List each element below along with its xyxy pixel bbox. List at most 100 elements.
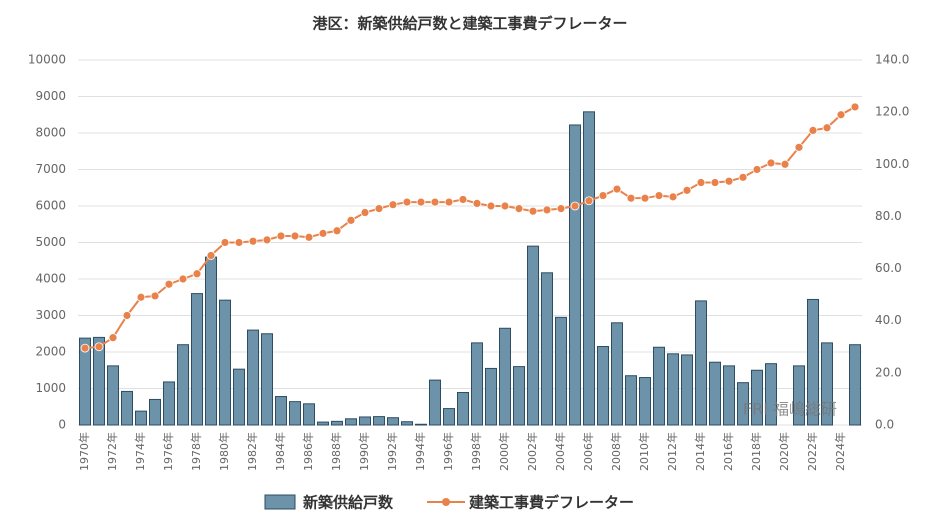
bar bbox=[485, 367, 497, 426]
line-marker bbox=[724, 176, 734, 186]
bar bbox=[541, 272, 553, 426]
y2-tick-label: 0.0 bbox=[875, 418, 894, 432]
bar bbox=[93, 336, 105, 426]
y2-tick-label: 140.0 bbox=[875, 53, 909, 67]
line-marker bbox=[402, 197, 412, 207]
bar bbox=[499, 327, 511, 426]
bar bbox=[219, 299, 231, 426]
line-marker bbox=[80, 343, 90, 353]
line-marker bbox=[794, 142, 804, 152]
x-tick-label: 1970年 bbox=[77, 432, 91, 471]
line-marker bbox=[654, 191, 664, 200]
line-marker bbox=[262, 235, 272, 245]
line-marker bbox=[318, 228, 328, 238]
bar bbox=[373, 416, 385, 426]
bar bbox=[261, 333, 273, 426]
line-marker bbox=[122, 311, 132, 320]
x-tick-label: 2014年 bbox=[693, 432, 707, 471]
bar bbox=[163, 381, 175, 426]
y-tick-label: 3000 bbox=[35, 308, 66, 322]
bar bbox=[443, 408, 455, 426]
bar bbox=[275, 396, 287, 426]
line-marker bbox=[136, 292, 146, 302]
y2-tick-label: 80.0 bbox=[875, 209, 902, 223]
x-tick-label: 2020年 bbox=[777, 432, 791, 471]
bar bbox=[695, 300, 707, 426]
line-marker bbox=[164, 279, 174, 289]
bar bbox=[289, 401, 301, 426]
line-marker bbox=[626, 193, 636, 203]
y-tick-label: 6000 bbox=[35, 199, 66, 213]
bar bbox=[611, 322, 623, 426]
bar bbox=[793, 365, 805, 426]
bar bbox=[345, 418, 357, 426]
bar bbox=[205, 256, 217, 426]
y2-tick-label: 20.0 bbox=[875, 365, 902, 379]
y-tick-label: 9000 bbox=[35, 89, 66, 103]
x-tick-label: 2016年 bbox=[721, 432, 735, 471]
line-marker bbox=[276, 231, 286, 241]
line-marker bbox=[500, 201, 510, 211]
line-marker bbox=[542, 205, 552, 215]
bar bbox=[709, 361, 721, 426]
line-marker bbox=[514, 204, 524, 214]
line-marker bbox=[584, 196, 594, 206]
line-marker bbox=[444, 197, 454, 207]
bar bbox=[849, 344, 861, 426]
bar bbox=[317, 421, 329, 426]
x-tick-label: 1992年 bbox=[385, 432, 399, 471]
line-marker bbox=[150, 291, 160, 301]
chart-title: 港区：新築供給戸数と建築工事費デフレーター bbox=[312, 15, 627, 33]
legend-label: 建築工事費デフレーター bbox=[469, 494, 634, 512]
bar bbox=[555, 316, 567, 426]
line-marker bbox=[696, 178, 706, 187]
line-marker bbox=[710, 178, 720, 187]
x-tick-label: 2004年 bbox=[553, 432, 567, 471]
y-tick-label: 10000 bbox=[28, 53, 66, 67]
line-marker bbox=[304, 232, 314, 242]
x-tick-label: 2000年 bbox=[497, 432, 511, 471]
bar bbox=[807, 298, 819, 426]
x-tick-label: 2010年 bbox=[637, 432, 651, 471]
bar bbox=[233, 368, 245, 426]
bar bbox=[569, 124, 581, 426]
bar bbox=[177, 344, 189, 426]
x-tick-label: 1988年 bbox=[329, 432, 343, 471]
x-tick-label: 1996年 bbox=[441, 432, 455, 471]
line-marker bbox=[668, 192, 678, 202]
legend-swatch bbox=[442, 498, 451, 506]
y-tick-label: 7000 bbox=[35, 162, 66, 176]
bar bbox=[513, 366, 525, 426]
line-marker bbox=[388, 200, 398, 210]
x-tick-label: 1994年 bbox=[413, 432, 427, 471]
line-marker bbox=[556, 204, 566, 214]
bar bbox=[429, 379, 441, 426]
line-marker bbox=[290, 231, 300, 241]
line-marker bbox=[416, 197, 426, 207]
x-tick-label: 2012年 bbox=[665, 432, 679, 471]
line-marker bbox=[570, 201, 580, 211]
x-tick-label: 1984年 bbox=[273, 432, 287, 471]
line-marker bbox=[640, 193, 650, 203]
line-marker bbox=[192, 269, 202, 279]
line-marker bbox=[346, 215, 356, 225]
bar bbox=[457, 392, 469, 426]
line-marker bbox=[598, 191, 608, 200]
bar bbox=[331, 420, 343, 426]
bar bbox=[527, 245, 539, 426]
line-marker bbox=[612, 184, 622, 194]
line-marker bbox=[94, 342, 104, 352]
legend-label: 新築供給戸数 bbox=[303, 494, 394, 512]
x-tick-label: 2018年 bbox=[749, 432, 763, 471]
bar bbox=[107, 365, 119, 426]
x-tick-label: 1976年 bbox=[161, 432, 175, 471]
y-tick-label: 1000 bbox=[35, 381, 66, 395]
bar bbox=[723, 365, 735, 426]
x-tick-label: 1998年 bbox=[469, 432, 483, 471]
x-tick-label: 1978年 bbox=[189, 432, 203, 471]
bar bbox=[471, 342, 483, 426]
y2-tick-label: 120.0 bbox=[875, 105, 909, 119]
bar bbox=[135, 410, 147, 426]
y-tick-label: 2000 bbox=[35, 345, 66, 359]
